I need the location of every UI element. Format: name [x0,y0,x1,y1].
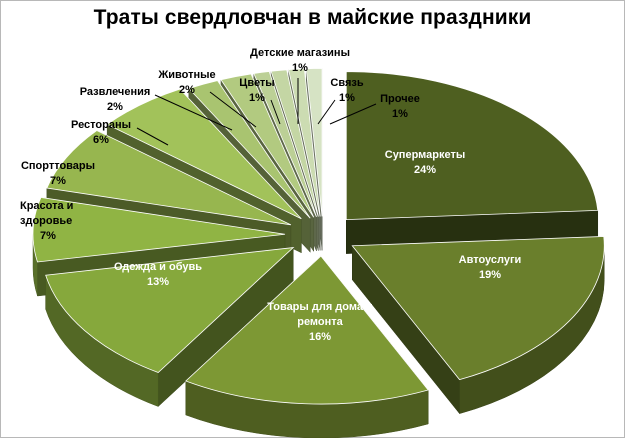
label-детские-магазины-line-0: Детские магазины [250,47,350,59]
slice-супермаркеты [345,71,599,221]
label-одежда-и-обувь: Одежда и обувь 13% [114,261,202,288]
label-связь-value: 1% [339,92,355,104]
label-прочее: Прочее 1% [380,93,420,120]
label-автоуслуги: Автоуслуги 19% [459,254,522,281]
label-спорттовары-value: 7% [50,175,66,187]
label-цветы: Цветы 1% [239,77,274,104]
slice-одежда-и-обувь [45,247,295,373]
label-развлечения: Развлечения 2% [80,86,151,113]
label-животные-value: 2% [179,84,195,96]
label-товары-для-дома-и-ремонта-line-0: Товары для дома и [267,301,373,313]
slice-прочее [305,68,323,217]
leader-lines [136,78,377,146]
label-супермаркеты-value: 24% [414,164,436,176]
label-одежда-и-обувь-value: 13% [147,276,169,288]
slice-товары-для-дома-и-ремонта [185,255,429,405]
label-цветы-line-0: Цветы [239,77,274,89]
label-связь-line-0: Связь [330,77,363,89]
label-товары-для-дома-и-ремонта-line-1: ремонта [297,316,343,328]
leader-прочее [329,103,377,125]
slice-рестораны [106,88,302,220]
label-одежда-и-обувь-line-0: Одежда и обувь [114,261,202,273]
label-спорттовары: Спорттовары 7% [21,160,95,187]
label-красота-и-здоровье-value: 7% [40,230,56,242]
label-автоуслуги-line-0: Автоуслуги [459,254,522,266]
slice-labels: Супермаркеты 24% Автоуслуги 19% Товары для д… [20,47,521,343]
chart-title: Траты свердловчан в майские праздники [93,6,532,29]
slice-автоуслуги [351,236,605,381]
leader-развлечения [154,94,233,131]
slice-цветы [253,71,317,218]
leader-животные [209,91,257,128]
slice-детские-магазины [270,69,319,217]
slice-спорттовары [46,130,292,226]
label-товары-для-дома-и-ремонта-value: 16% [309,331,331,343]
label-детские-магазины-value: 1% [292,62,308,74]
label-животные: Животные 2% [157,69,215,96]
leader-цветы [270,99,281,125]
slice-животные [220,73,315,218]
label-красота-и-здоровье-line-1: здоровье [20,215,72,227]
label-детские-магазины: Детские магазины 1% [250,47,350,74]
label-спорттовары-line-0: Спорттовары [21,160,95,172]
slice-развлечения [188,80,311,219]
pie-tops [32,68,605,405]
label-прочее-value: 1% [392,108,408,120]
label-развлечения-value: 2% [107,101,123,113]
slice-связь [288,68,321,217]
label-развлечения-line-0: Развлечения [80,86,151,98]
label-супермаркеты-line-0: Супермаркеты [385,149,466,161]
label-красота-и-здоровье: Красота и здоровье 7% [20,200,73,242]
slice-красота-и-здоровье [32,197,286,263]
label-рестораны-value: 6% [93,134,109,146]
label-прочее-line-0: Прочее [380,93,420,105]
label-рестораны: Рестораны 6% [71,119,131,146]
leader-рестораны [136,127,169,146]
label-автоуслуги-value: 19% [479,269,501,281]
label-красота-и-здоровье-line-0: Красота и [20,200,73,212]
label-животные-line-0: Животные [157,69,215,81]
label-цветы-value: 1% [249,92,265,104]
label-товары-для-дома-и-ремонта: Товары для дома и ремонта 16% [267,301,373,343]
label-рестораны-line-0: Рестораны [71,119,131,131]
label-супермаркеты: Супермаркеты 24% [385,149,466,176]
leader-связь [317,99,336,125]
label-связь: Связь 1% [330,77,363,104]
